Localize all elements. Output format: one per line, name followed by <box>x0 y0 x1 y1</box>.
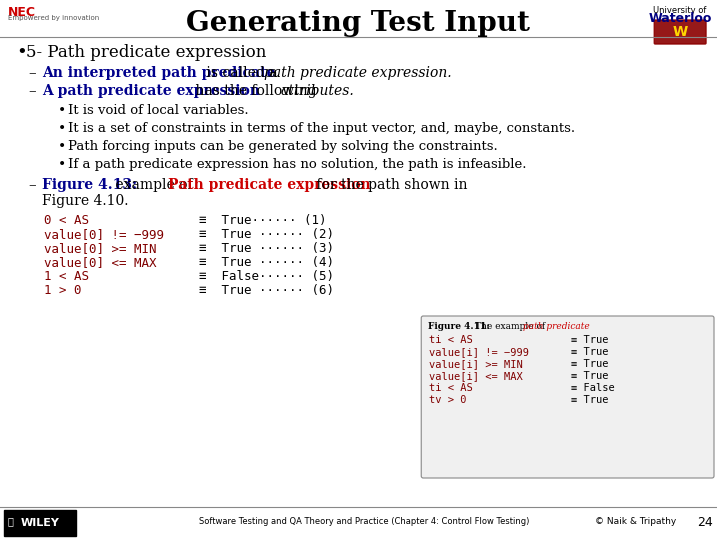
Text: Generating Test Input: Generating Test Input <box>186 10 531 37</box>
Text: Waterloo: Waterloo <box>649 12 712 25</box>
Text: Figure 4.10.: Figure 4.10. <box>42 194 128 208</box>
Text: ≡  True ······ (2): ≡ True ······ (2) <box>199 228 334 241</box>
Text: value[0] <= MAX: value[0] <= MAX <box>44 256 156 269</box>
Text: •: • <box>58 122 66 136</box>
Text: path predicate expression.: path predicate expression. <box>264 66 451 80</box>
Text: Empowered by innovation: Empowered by innovation <box>8 15 99 21</box>
Text: value[i] >= MIN: value[i] >= MIN <box>429 359 523 369</box>
Text: 1 < AS: 1 < AS <box>44 270 89 283</box>
Text: Figure 4.13:: Figure 4.13: <box>42 178 137 192</box>
Text: ≡ True: ≡ True <box>571 359 608 369</box>
Text: path predicate: path predicate <box>523 322 590 331</box>
Text: –: – <box>28 66 35 80</box>
Text: ≡  False······ (5): ≡ False······ (5) <box>199 270 334 283</box>
Text: © Naik & Tripathy: © Naik & Tripathy <box>595 517 677 526</box>
Text: ≡  True ······ (4): ≡ True ······ (4) <box>199 256 334 269</box>
Text: has the following: has the following <box>191 84 321 98</box>
Text: It is void of local variables.: It is void of local variables. <box>68 104 248 117</box>
Text: value[0] != −999: value[0] != −999 <box>44 228 164 241</box>
Text: 24: 24 <box>697 516 713 529</box>
Text: ti < AS: ti < AS <box>429 383 473 393</box>
Text: If a path predicate expression has no solution, the path is infeasible.: If a path predicate expression has no so… <box>68 158 526 171</box>
Text: •: • <box>16 44 27 62</box>
Text: for the path shown in: for the path shown in <box>312 178 468 192</box>
Text: 1 > 0: 1 > 0 <box>44 284 81 297</box>
FancyBboxPatch shape <box>654 20 706 44</box>
Text: ≡  True ······ (3): ≡ True ······ (3) <box>199 242 334 255</box>
Text: •: • <box>58 140 66 154</box>
Text: 5- Path predicate expression: 5- Path predicate expression <box>26 44 266 61</box>
Text: NEC: NEC <box>8 6 36 19</box>
FancyBboxPatch shape <box>421 316 714 478</box>
Text: value[i] != −999: value[i] != −999 <box>429 347 529 357</box>
Text: ⓘ: ⓘ <box>7 516 13 526</box>
Text: ≡ True: ≡ True <box>571 371 608 381</box>
Text: ti < AS: ti < AS <box>429 335 473 345</box>
Text: example of: example of <box>111 178 197 192</box>
Text: ≡  True······ (1): ≡ True······ (1) <box>199 214 327 227</box>
Text: ≡ True: ≡ True <box>571 335 608 345</box>
Text: Path predicate expression: Path predicate expression <box>168 178 371 192</box>
Text: tv > 0: tv > 0 <box>429 395 467 405</box>
Text: WILEY: WILEY <box>20 518 59 528</box>
Text: The example of: The example of <box>474 322 548 331</box>
Text: •: • <box>58 104 66 118</box>
Text: ≡ False: ≡ False <box>571 383 614 393</box>
Text: –: – <box>28 178 35 192</box>
Text: It is a set of constraints in terms of the input vector, and, maybe, constants.: It is a set of constraints in terms of t… <box>68 122 575 135</box>
Text: value[0] >= MIN: value[0] >= MIN <box>44 242 156 255</box>
Text: University of: University of <box>654 6 707 15</box>
Text: ≡  True ······ (6): ≡ True ······ (6) <box>199 284 334 297</box>
Text: 0 < AS: 0 < AS <box>44 214 89 227</box>
Text: W: W <box>672 25 688 39</box>
Text: attributes.: attributes. <box>281 84 355 98</box>
Text: value[i] <= MAX: value[i] <= MAX <box>429 371 523 381</box>
Text: •: • <box>58 158 66 172</box>
Text: Path forcing inputs can be generated by solving the constraints.: Path forcing inputs can be generated by … <box>68 140 498 153</box>
Text: Figure 4.11:: Figure 4.11: <box>428 322 493 331</box>
Text: ≡ True: ≡ True <box>571 395 608 405</box>
Text: A path predicate expression: A path predicate expression <box>42 84 260 98</box>
Text: ≡ True: ≡ True <box>571 347 608 357</box>
Text: –: – <box>28 84 35 98</box>
Bar <box>4 510 76 536</box>
Text: is called a: is called a <box>202 66 282 80</box>
Text: An interpreted path predicate: An interpreted path predicate <box>42 66 275 80</box>
Text: Software Testing and QA Theory and Practice (Chapter 4: Control Flow Testing): Software Testing and QA Theory and Pract… <box>199 517 529 526</box>
